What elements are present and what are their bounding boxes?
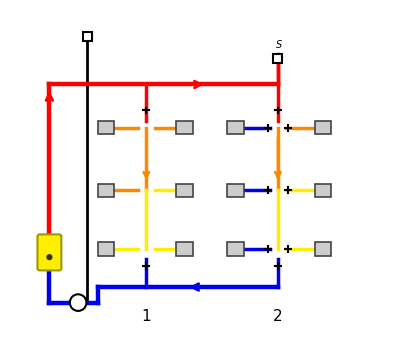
Bar — [176, 184, 193, 196]
Bar — [273, 54, 282, 63]
Bar — [176, 242, 193, 255]
Bar — [176, 121, 193, 134]
Text: 1: 1 — [142, 309, 151, 324]
Circle shape — [46, 254, 52, 260]
Bar — [314, 121, 331, 134]
Bar — [98, 121, 114, 134]
Bar — [314, 184, 331, 196]
Bar — [227, 242, 244, 255]
Bar — [314, 242, 331, 255]
Bar — [98, 184, 114, 196]
Text: 2: 2 — [273, 309, 283, 324]
Bar — [83, 31, 92, 40]
FancyBboxPatch shape — [38, 235, 61, 270]
Text: S: S — [276, 40, 282, 50]
Bar — [98, 242, 114, 255]
Circle shape — [70, 294, 86, 311]
Bar — [227, 121, 244, 134]
Bar — [227, 184, 244, 196]
